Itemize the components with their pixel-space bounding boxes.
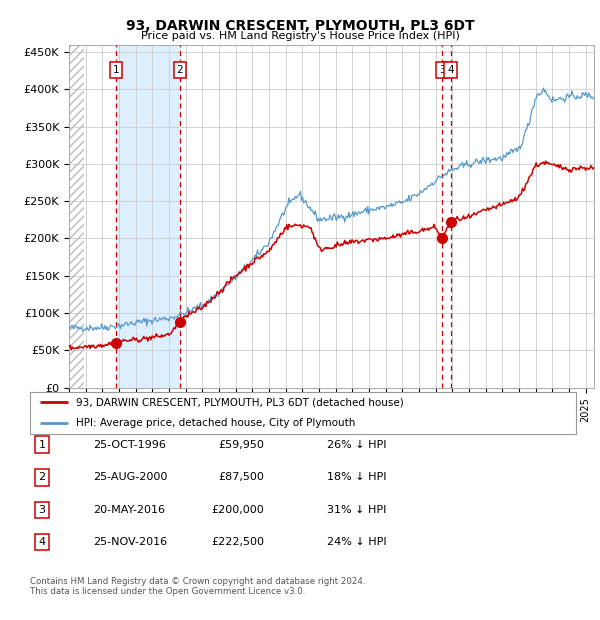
Bar: [69, 45, 84, 388]
Text: 31% ↓ HPI: 31% ↓ HPI: [327, 505, 386, 515]
Text: 26% ↓ HPI: 26% ↓ HPI: [327, 440, 386, 450]
Text: £200,000: £200,000: [211, 505, 264, 515]
Text: 25-AUG-2000: 25-AUG-2000: [93, 472, 167, 482]
Bar: [116, 45, 180, 388]
Text: 24% ↓ HPI: 24% ↓ HPI: [327, 537, 386, 547]
Text: £87,500: £87,500: [218, 472, 264, 482]
Text: 3: 3: [38, 505, 46, 515]
Text: £59,950: £59,950: [218, 440, 264, 450]
Text: HPI: Average price, detached house, City of Plymouth: HPI: Average price, detached house, City…: [76, 418, 356, 428]
Text: 3: 3: [439, 65, 445, 76]
Text: 4: 4: [38, 537, 46, 547]
Text: 1: 1: [113, 65, 119, 76]
Text: Contains HM Land Registry data © Crown copyright and database right 2024.: Contains HM Land Registry data © Crown c…: [30, 577, 365, 586]
Text: 2: 2: [176, 65, 183, 76]
Text: 93, DARWIN CRESCENT, PLYMOUTH, PL3 6DT (detached house): 93, DARWIN CRESCENT, PLYMOUTH, PL3 6DT (…: [76, 397, 404, 407]
Text: 93, DARWIN CRESCENT, PLYMOUTH, PL3 6DT: 93, DARWIN CRESCENT, PLYMOUTH, PL3 6DT: [125, 19, 475, 33]
Text: £222,500: £222,500: [211, 537, 264, 547]
Text: 4: 4: [448, 65, 454, 76]
Text: 1: 1: [38, 440, 46, 450]
Bar: [69, 45, 84, 388]
Text: Price paid vs. HM Land Registry's House Price Index (HPI): Price paid vs. HM Land Registry's House …: [140, 31, 460, 41]
Text: 18% ↓ HPI: 18% ↓ HPI: [327, 472, 386, 482]
Text: 25-NOV-2016: 25-NOV-2016: [93, 537, 167, 547]
Text: 20-MAY-2016: 20-MAY-2016: [93, 505, 165, 515]
Text: This data is licensed under the Open Government Licence v3.0.: This data is licensed under the Open Gov…: [30, 587, 305, 596]
Text: 25-OCT-1996: 25-OCT-1996: [93, 440, 166, 450]
Text: 2: 2: [38, 472, 46, 482]
